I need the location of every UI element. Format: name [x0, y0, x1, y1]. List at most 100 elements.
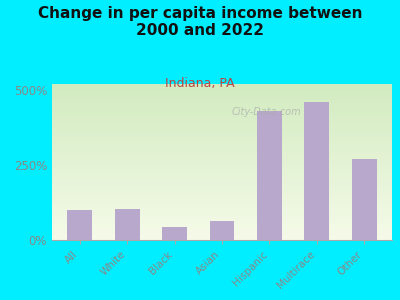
Bar: [52, 185, 392, 187]
Bar: [52, 110, 392, 112]
Text: Indiana, PA: Indiana, PA: [165, 76, 235, 89]
Bar: [52, 153, 392, 154]
Bar: [52, 224, 392, 226]
Bar: [52, 114, 392, 115]
Bar: [52, 129, 392, 131]
Bar: [52, 235, 392, 237]
Bar: [52, 195, 392, 196]
Bar: [52, 232, 392, 234]
Bar: [52, 173, 392, 175]
Bar: [52, 176, 392, 178]
Bar: [52, 148, 392, 149]
Bar: [52, 214, 392, 215]
Bar: [52, 193, 392, 195]
Bar: [52, 123, 392, 124]
Bar: [52, 190, 392, 192]
Bar: [52, 85, 392, 87]
Bar: [52, 171, 392, 173]
Bar: [52, 145, 392, 146]
Bar: [52, 122, 392, 123]
Bar: [52, 237, 392, 238]
Bar: [52, 89, 392, 90]
Bar: [52, 115, 392, 117]
Bar: [52, 218, 392, 220]
Bar: [52, 167, 392, 168]
Bar: [52, 103, 392, 104]
Bar: [52, 146, 392, 148]
Bar: [52, 157, 392, 159]
Bar: [52, 87, 392, 89]
Bar: [52, 164, 392, 165]
Bar: [52, 221, 392, 223]
Bar: [52, 220, 392, 221]
Bar: [52, 175, 392, 176]
Bar: [52, 151, 392, 153]
Bar: [52, 160, 392, 162]
Bar: [52, 229, 392, 231]
Bar: [52, 139, 392, 140]
Bar: [52, 104, 392, 106]
Bar: [52, 217, 392, 218]
Bar: [52, 126, 392, 128]
Bar: [52, 98, 392, 100]
Bar: [52, 97, 392, 98]
Bar: [52, 109, 392, 110]
Bar: [52, 95, 392, 97]
Bar: [52, 140, 392, 142]
Bar: [68, 210, 92, 240]
Bar: [52, 215, 392, 217]
Bar: [52, 159, 392, 160]
Bar: [257, 111, 282, 240]
Bar: [52, 184, 392, 185]
Bar: [52, 134, 392, 136]
Bar: [52, 200, 392, 201]
Bar: [52, 118, 392, 120]
Bar: [52, 124, 392, 126]
Bar: [52, 206, 392, 207]
Bar: [52, 93, 392, 95]
Bar: [52, 120, 392, 122]
Bar: [52, 162, 392, 164]
Bar: [52, 181, 392, 182]
Bar: [52, 90, 392, 92]
Bar: [52, 198, 392, 200]
Bar: [52, 210, 392, 212]
Bar: [52, 149, 392, 151]
Bar: [52, 107, 392, 109]
Bar: [52, 212, 392, 214]
Bar: [52, 112, 392, 114]
Bar: [52, 142, 392, 143]
Bar: [52, 178, 392, 179]
Bar: [52, 128, 392, 129]
Bar: [52, 188, 392, 190]
Bar: [52, 137, 392, 139]
Bar: [115, 208, 140, 240]
Bar: [52, 92, 392, 93]
Bar: [304, 102, 329, 240]
Bar: [52, 202, 392, 204]
Bar: [52, 136, 392, 137]
Bar: [352, 159, 376, 240]
Bar: [52, 196, 392, 198]
Bar: [52, 234, 392, 235]
Bar: [52, 106, 392, 107]
Bar: [52, 101, 392, 103]
Bar: [52, 143, 392, 145]
Bar: [52, 238, 392, 240]
Bar: [52, 204, 392, 206]
Bar: [52, 154, 392, 156]
Bar: [52, 165, 392, 167]
Bar: [52, 156, 392, 157]
Bar: [52, 223, 392, 224]
Bar: [52, 182, 392, 184]
Bar: [52, 117, 392, 118]
Bar: [52, 209, 392, 210]
Bar: [52, 170, 392, 171]
Bar: [52, 227, 392, 229]
Bar: [52, 168, 392, 170]
Bar: [52, 231, 392, 232]
Text: Change in per capita income between
2000 and 2022: Change in per capita income between 2000…: [38, 6, 362, 38]
Bar: [52, 100, 392, 101]
Bar: [52, 201, 392, 202]
Bar: [52, 226, 392, 227]
